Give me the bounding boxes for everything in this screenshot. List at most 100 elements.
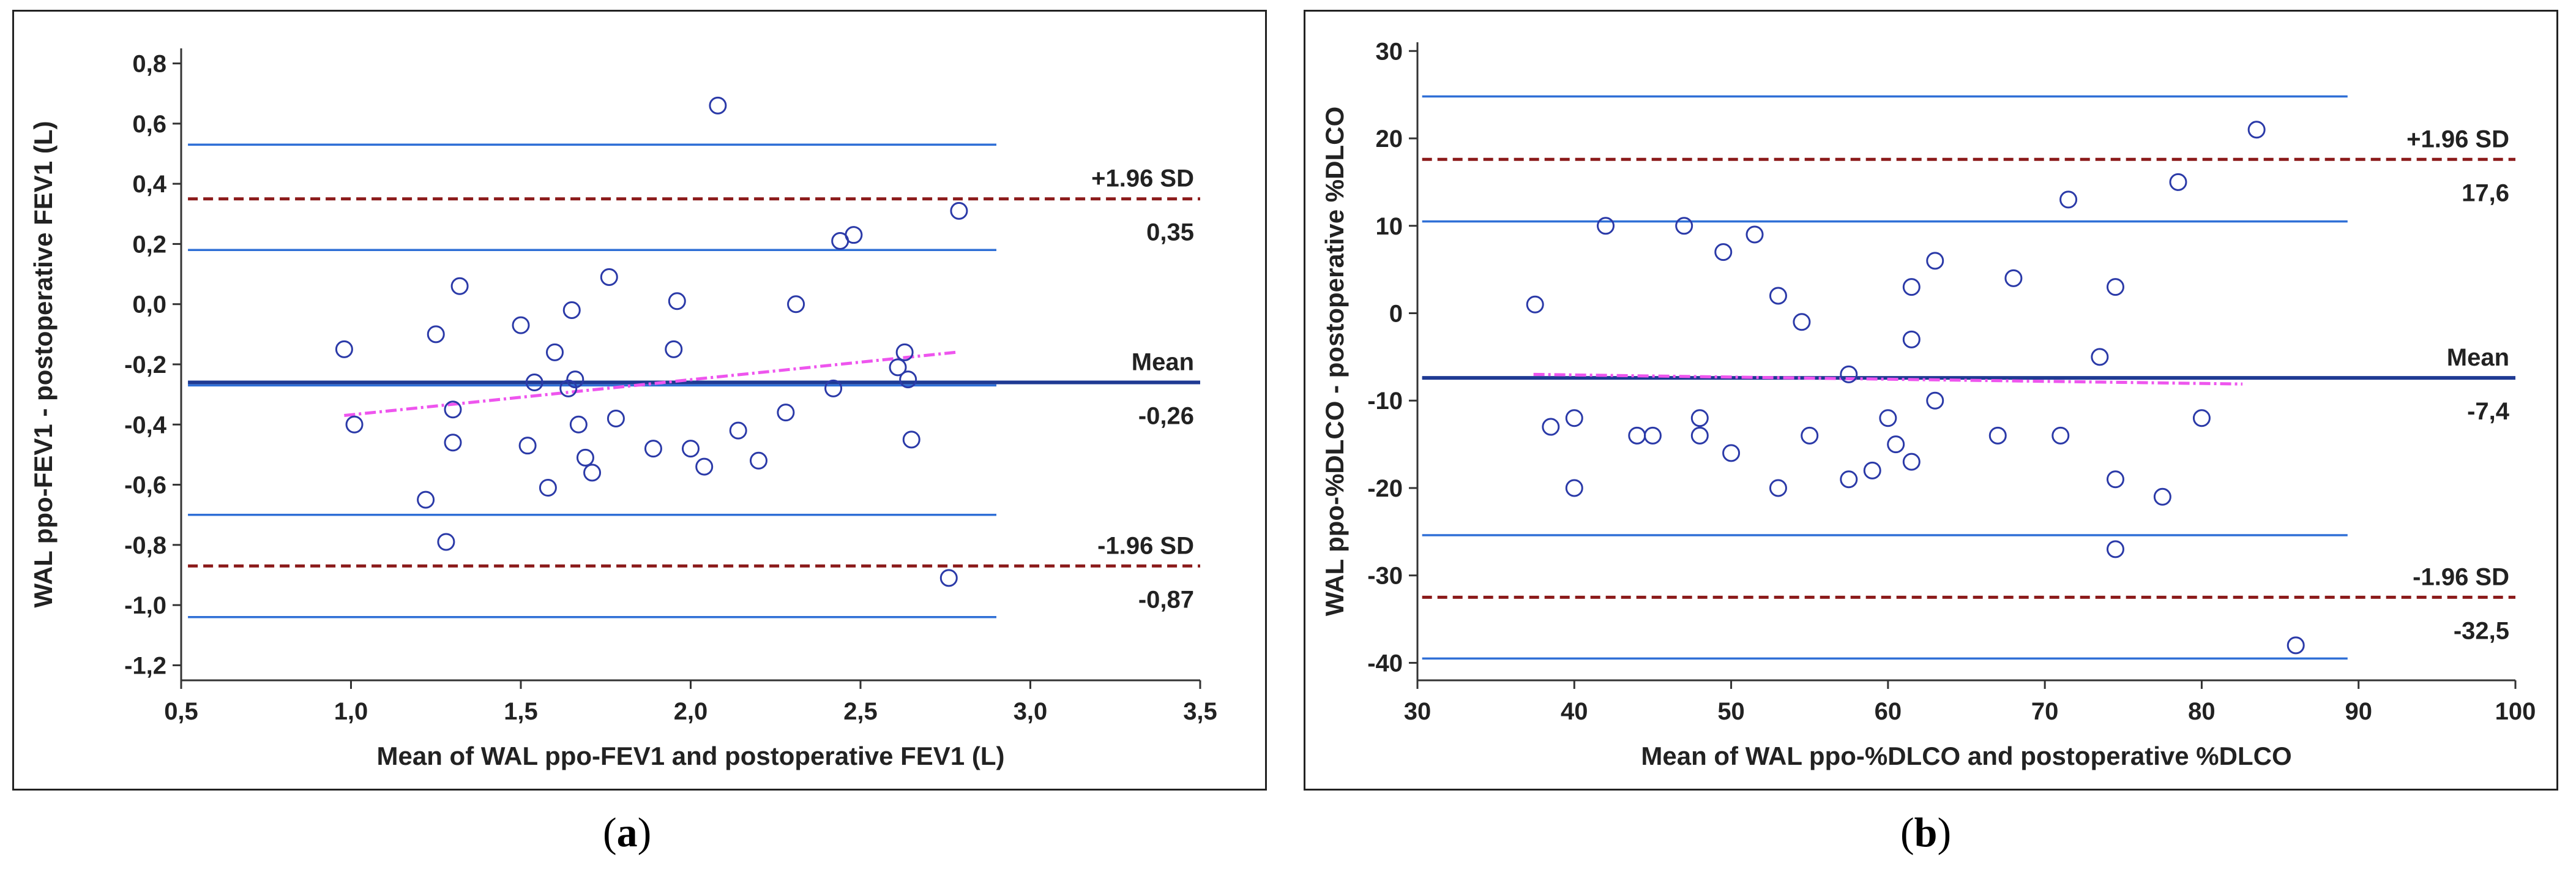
data-point-b — [2106, 540, 2124, 558]
data-point-b — [1988, 426, 2007, 445]
y-axis-label-a: WAL ppo-FEV1 - postoperative FEV1 (L) — [29, 121, 58, 608]
data-point-a — [335, 340, 353, 358]
data-point-b — [1769, 287, 1787, 305]
data-point-b — [1597, 217, 1615, 235]
data-point-b — [1793, 313, 1811, 331]
data-point-a — [583, 464, 602, 482]
data-point-a — [562, 301, 581, 320]
data-point-b — [1926, 252, 1944, 270]
data-point-a — [902, 430, 920, 449]
data-point-a — [566, 370, 584, 389]
data-point-b — [1675, 217, 1693, 235]
upper-loa-label-b: +1.96 SD — [2406, 126, 2509, 152]
data-point-b — [1565, 479, 1583, 497]
data-point-a — [444, 400, 462, 419]
data-point-b — [1902, 278, 1921, 296]
y-tick-label-b: -10 — [1367, 388, 1403, 415]
data-point-b — [2004, 269, 2023, 287]
data-point-a — [729, 421, 747, 440]
y-tick-label-b: 20 — [1376, 126, 1403, 152]
data-point-a — [437, 533, 455, 551]
data-point-a — [576, 448, 594, 467]
panel-b-chart: -40 -30 -20 -10 0 10 20 30 30 40 50 60 70 80 90 100 Mean… — [1320, 38, 2536, 770]
data-point-a — [939, 569, 958, 587]
data-point-b — [2106, 278, 2124, 296]
data-point-a — [709, 96, 727, 115]
data-point-b — [1690, 426, 1709, 445]
data-point-a — [824, 379, 843, 397]
data-point-a — [607, 409, 625, 427]
data-point-a — [559, 379, 578, 397]
y-tick-label-a: 0,8 — [132, 51, 166, 78]
data-point-a — [665, 340, 683, 358]
data-point-a — [682, 440, 700, 458]
y-tick-label-a: -0,6 — [124, 472, 166, 499]
data-point-a — [644, 440, 662, 458]
y-tick-label-b: 30 — [1376, 38, 1403, 65]
data-point-a — [512, 316, 530, 334]
x-tick-label-b: 100 — [2495, 698, 2536, 725]
upper-loa-label-a: +1.96 SD — [1091, 165, 1194, 192]
data-point-a — [444, 434, 462, 452]
data-point-a — [450, 277, 469, 295]
x-tick-label-b: 90 — [2345, 698, 2372, 725]
y-tick-label-b: 10 — [1376, 213, 1403, 240]
data-point-b — [1714, 243, 1733, 261]
data-point-b — [2153, 487, 2171, 506]
data-point-b — [1863, 461, 1881, 479]
x-tick-label-b: 30 — [1404, 698, 1432, 725]
mean-label-b: Mean — [2447, 344, 2509, 371]
x-tick-label-a: 3,0 — [1014, 698, 1048, 725]
data-point-b — [1902, 453, 1921, 471]
y-tick-label-a: 0,4 — [132, 171, 166, 198]
data-point-b — [1643, 426, 1662, 445]
x-tick-label-b: 60 — [1875, 698, 1902, 725]
x-tick-label-a: 0,5 — [164, 698, 198, 725]
data-point-a — [569, 415, 588, 434]
regression-line-b — [1533, 372, 2243, 386]
data-point-b — [1526, 295, 1544, 314]
panel-a-frame: -1,2 -1,0 -0,8 -0,6 -0,4 -0,2 0,0 0,2 0,4 0,6 0,8 0… — [12, 10, 1267, 791]
data-point-b — [2051, 426, 2070, 445]
y-tick-label-b: 0 — [1389, 300, 1403, 327]
data-point-b — [1887, 435, 1905, 454]
data-point-b — [2091, 348, 2109, 366]
x-axis-label-a: Mean of WAL ppo-FEV1 and postoperative F… — [377, 742, 1005, 770]
upper-loa-value-a: 0,35 — [1146, 219, 1194, 246]
y-tick-label-a: -0,8 — [124, 532, 166, 559]
data-point-a — [600, 268, 618, 286]
data-point-b — [2192, 409, 2211, 427]
data-point-a — [950, 201, 968, 220]
x-tick-label-b: 70 — [2031, 698, 2059, 725]
data-point-b — [1840, 365, 1858, 383]
data-point-a — [518, 437, 537, 455]
x-tick-label-a: 1,5 — [504, 698, 538, 725]
data-point-b — [2106, 470, 2124, 489]
data-point-b — [1769, 479, 1787, 497]
panel-b-caption: (b) — [1900, 809, 1952, 855]
x-tick-label-b: 80 — [2188, 698, 2216, 725]
y-tick-label-b: -20 — [1367, 475, 1403, 502]
x-tick-label-b: 40 — [1561, 698, 1588, 725]
x-tick-label-a: 2,5 — [843, 698, 878, 725]
data-point-b — [1801, 426, 1819, 445]
mean-label-a: Mean — [1132, 348, 1194, 375]
y-tick-label-a: 0,2 — [132, 231, 166, 258]
mean-value-a: -0,26 — [1138, 402, 1194, 429]
lower-loa-label-b: -1.96 SD — [2413, 563, 2509, 590]
data-point-b — [1745, 225, 1764, 244]
x-tick-label-a: 3,5 — [1183, 698, 1217, 725]
data-point-b — [2247, 121, 2266, 139]
data-point-a — [525, 373, 543, 391]
y-tick-label-a: 0,0 — [132, 291, 166, 318]
panel-a-chart: -1,2 -1,0 -0,8 -0,6 -0,4 -0,2 0,0 0,2 0,4 0,6 0,8 0… — [29, 48, 1217, 770]
data-point-a — [889, 358, 907, 377]
data-point-a — [539, 478, 557, 497]
y-tick-label-b: -30 — [1367, 563, 1403, 590]
data-point-b — [2169, 173, 2187, 191]
data-point-b — [1690, 409, 1709, 427]
panel-a-caption: (a) — [603, 809, 652, 855]
y-tick-label-b: -40 — [1367, 650, 1403, 677]
data-point-a — [695, 457, 714, 476]
data-point-b — [1840, 470, 1858, 489]
